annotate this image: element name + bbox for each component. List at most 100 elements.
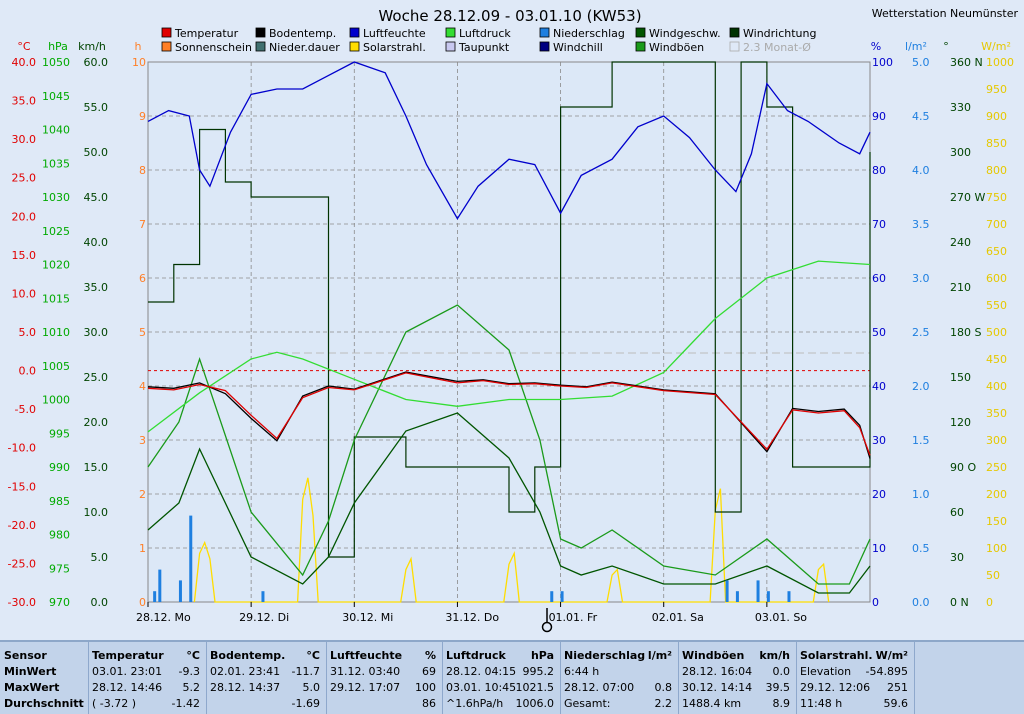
axis-tick-label: 15.0 (84, 461, 109, 474)
legend-swatch (255, 41, 266, 52)
weather-chart: °C40.035.030.025.020.015.010.05.00.0-5.0… (7, 7, 1019, 633)
axis-tick-label: 3 (139, 434, 146, 447)
x-tick-label: 02.01. Sa (652, 611, 704, 624)
stat-value: 59.6 (883, 697, 909, 710)
axis-tick-label: 1030 (42, 191, 70, 204)
stats-value-row: Elevation -54.895 (800, 664, 908, 680)
stats-row-labels: Sensor MinWert MaxWert Durchschnitt (0, 642, 89, 714)
stat-value: 86 (422, 697, 436, 710)
axis-unit-label: l/m² (905, 40, 927, 53)
axis-tick-label: 90 O (950, 461, 976, 474)
axis-tick-label: 10.0 (12, 287, 37, 300)
precipitation-bar (261, 591, 265, 602)
stat-value: 100 (415, 681, 436, 694)
legend-swatch (539, 41, 550, 52)
stat-value: -1.69 (291, 697, 320, 710)
sensor-unit: °C (306, 649, 320, 662)
x-tick-label: 29.12. Di (239, 611, 289, 624)
stat-value: 8.9 (772, 697, 791, 710)
x-tick-label: 31.12. Do (445, 611, 499, 624)
axis-tick-label: 1.5 (912, 434, 930, 447)
axis-tick-label: 200 (986, 488, 1007, 501)
axis-tick-label: 330 (950, 101, 971, 114)
precipitation-bar (189, 515, 193, 602)
axis-unit-label: hPa (48, 40, 68, 53)
axis-tick-label: 20.0 (84, 416, 109, 429)
legend-label: Windböen (649, 41, 704, 54)
legend-swatch (635, 41, 646, 52)
stats-value-row: ^1.6hPa/h 1006.0 (446, 696, 554, 712)
legend-label: Sonnenschein (175, 41, 252, 54)
axis-tick-label: 1020 (42, 259, 70, 272)
axis-tick-label: 900 (986, 110, 1007, 123)
axis-tick-label: 3.5 (912, 218, 930, 231)
axis-tick-label: 2.5 (912, 326, 930, 339)
axis-tick-label: 1 (139, 542, 146, 555)
sensor-name: Luftfeuchte (330, 649, 403, 662)
axis-tick-label: 5 (139, 326, 146, 339)
stats-column: Luftdruck hPa 28.12. 04:15 995.2 03.01. 10:4… (442, 642, 561, 714)
axis-tick-label: 25.0 (12, 172, 37, 185)
axis-tick-label: 120 (950, 416, 971, 429)
precipitation-bar (560, 591, 564, 602)
axis-tick-label: 1000 (986, 56, 1014, 69)
sensor-name: Bodentemp. (210, 649, 286, 662)
precipitation-bar (153, 591, 157, 602)
legend-label: Taupunkt (458, 41, 510, 54)
axis-tick-label: 55.0 (84, 101, 109, 114)
stat-label: 28.12. 16:04 (682, 665, 753, 678)
axis-tick-label: 0.5 (912, 542, 930, 555)
precipitation-bar (766, 591, 770, 602)
stats-value-row: 31.12. 03:40 69 (330, 664, 436, 680)
precipitation-bar (756, 580, 760, 602)
stats-value-row: 29.12. 12:06 251 (800, 680, 908, 696)
legend-label: Solarstrahl. (363, 41, 426, 54)
axis-tick-label: -5.0 (15, 403, 36, 416)
axis-tick-label: -10.0 (8, 442, 36, 455)
axis-tick-label: 60.0 (84, 56, 109, 69)
axis-unit-label: % (871, 40, 881, 53)
station-name: Wetterstation Neumünster (872, 7, 1019, 20)
axis-tick-label: 970 (49, 596, 70, 609)
axis-unit-label: °C (17, 40, 31, 53)
axis-tick-label: 10.0 (84, 506, 109, 519)
stat-value: -11.7 (291, 665, 320, 678)
precipitation-bar (725, 580, 729, 602)
precipitation-bar (787, 591, 791, 602)
x-tick-label: 03.01. So (755, 611, 807, 624)
lock-icon[interactable] (541, 608, 553, 633)
stat-value: 39.5 (765, 681, 791, 694)
axis-tick-label: 60 (872, 272, 886, 285)
axis-tick-label: 250 (986, 461, 1007, 474)
stat-value: 2.2 (654, 697, 673, 710)
column-header: Solarstrahl. W/m² (800, 648, 908, 664)
legend-label: Bodentemp. (269, 27, 336, 40)
axis-tick-label: 30.0 (84, 326, 109, 339)
legend-label: Windgeschw. (649, 27, 721, 40)
stats-column: Windböen km/h 28.12. 16:04 0.0 30.12. 14:14 3… (678, 642, 797, 714)
stat-label: 31.12. 03:40 (330, 665, 401, 678)
sensor-name: Temperatur (92, 649, 164, 662)
axis-tick-label: 995 (49, 427, 70, 440)
series-luftfeuchte (147, 61, 871, 220)
axis-unit-label: ° (943, 40, 949, 53)
axis-tick-label: 4 (139, 380, 146, 393)
axis-tick-label: 5.0 (91, 551, 109, 564)
x-tick-label: 01.01. Fr (549, 611, 598, 624)
stats-value-row: 28.12. 16:04 0.0 (682, 664, 790, 680)
stat-label: ( -3.72 ) (92, 697, 137, 710)
axis-unit-label: km/h (78, 40, 106, 53)
precipitation-bar (158, 569, 162, 602)
stat-label: 29.12. 17:07 (330, 681, 401, 694)
stats-column: Solarstrahl. W/m² Elevation -54.895 29.12. 1… (796, 642, 915, 714)
axis-tick-label: 700 (986, 218, 1007, 231)
axis-tick-label: -25.0 (8, 557, 36, 570)
legend-swatch (729, 41, 740, 52)
axis-tick-label: 800 (986, 164, 1007, 177)
precipitation-bar (178, 580, 182, 602)
legend-label: Luftfeuchte (363, 27, 426, 40)
axis-tick-label: 6 (139, 272, 146, 285)
x-tick-label: 30.12. Mi (342, 611, 393, 624)
stat-value: -9.3 (178, 665, 200, 678)
series-luftdruck (147, 260, 871, 433)
